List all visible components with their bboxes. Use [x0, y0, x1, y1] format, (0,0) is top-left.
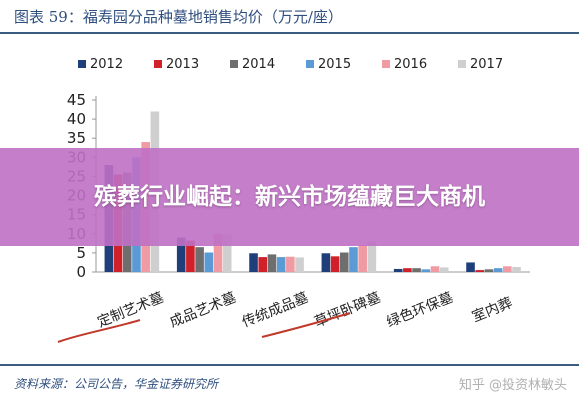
- bar: [195, 247, 204, 272]
- legend-swatch: [154, 60, 162, 68]
- x-tick-label: 绿色环保墓: [384, 289, 455, 331]
- figure-header: 图表 59：福寿园分品种墓地销售均价（万元/座）: [0, 0, 579, 34]
- x-tick-label: 定制艺术墓: [95, 290, 166, 331]
- bar: [249, 253, 258, 272]
- x-tick-label: 室内葬: [469, 294, 514, 325]
- legend-label: 2015: [318, 57, 351, 72]
- watermark: 知乎 @投资林敏头: [458, 378, 567, 393]
- bar: [475, 270, 485, 272]
- y-tick-label: 40: [67, 110, 86, 128]
- bar: [403, 268, 412, 272]
- bar: [503, 266, 512, 272]
- legend-label: 2014: [242, 57, 275, 72]
- bar: [367, 241, 377, 272]
- bar: [321, 253, 331, 272]
- x-tick-label: 草坪卧碑墓: [312, 290, 383, 331]
- bar: [358, 245, 367, 272]
- y-tick-label: 45: [67, 91, 86, 109]
- figure-footer: 资料来源：公司公告，华金证券研究所 知乎 @投资林敏头: [0, 364, 579, 402]
- y-tick-label: 35: [67, 129, 86, 147]
- bar: [421, 269, 431, 272]
- headline-text: 殡葬行业崛起：新兴市场蕴藏巨大商机: [94, 184, 485, 210]
- bar: [466, 262, 475, 272]
- bar: [258, 257, 268, 272]
- legend-label: 2013: [166, 57, 199, 72]
- legend-label: 2016: [394, 57, 427, 72]
- bar: [276, 257, 286, 272]
- legend-swatch: [458, 60, 466, 68]
- bar: [349, 247, 358, 272]
- legend-swatch: [230, 60, 238, 68]
- legend-swatch: [78, 60, 86, 68]
- bar: [213, 233, 223, 272]
- bar: [267, 254, 277, 272]
- bar: [186, 240, 195, 272]
- bar: [176, 237, 186, 272]
- legend-label: 2012: [90, 57, 123, 72]
- bar: [286, 256, 295, 272]
- bar: [295, 257, 304, 272]
- legend-label: 2017: [470, 57, 503, 72]
- bar: [493, 268, 503, 272]
- legend-swatch: [382, 60, 390, 68]
- bar: [339, 252, 349, 272]
- y-tick-label: 0: [76, 263, 86, 281]
- bar: [430, 266, 440, 272]
- x-tick-label: 传统成品墓: [240, 290, 311, 331]
- figure-title: 图表 59：福寿园分品种墓地销售均价（万元/座）: [14, 8, 343, 26]
- bar: [484, 269, 494, 272]
- bar: [512, 267, 521, 272]
- bar: [439, 267, 449, 272]
- x-tick-label: 成品艺术墓: [168, 290, 239, 331]
- bar: [204, 252, 214, 272]
- legend-swatch: [306, 60, 314, 68]
- source-note: 资料来源：公司公告，华金证券研究所: [14, 377, 219, 391]
- y-tick-label: 5: [76, 244, 86, 262]
- bar: [330, 256, 340, 272]
- bar: [222, 234, 232, 272]
- bar: [393, 268, 403, 272]
- headline-banner: 殡葬行业崛起：新兴市场蕴藏巨大商机: [0, 148, 579, 246]
- bar: [412, 268, 421, 272]
